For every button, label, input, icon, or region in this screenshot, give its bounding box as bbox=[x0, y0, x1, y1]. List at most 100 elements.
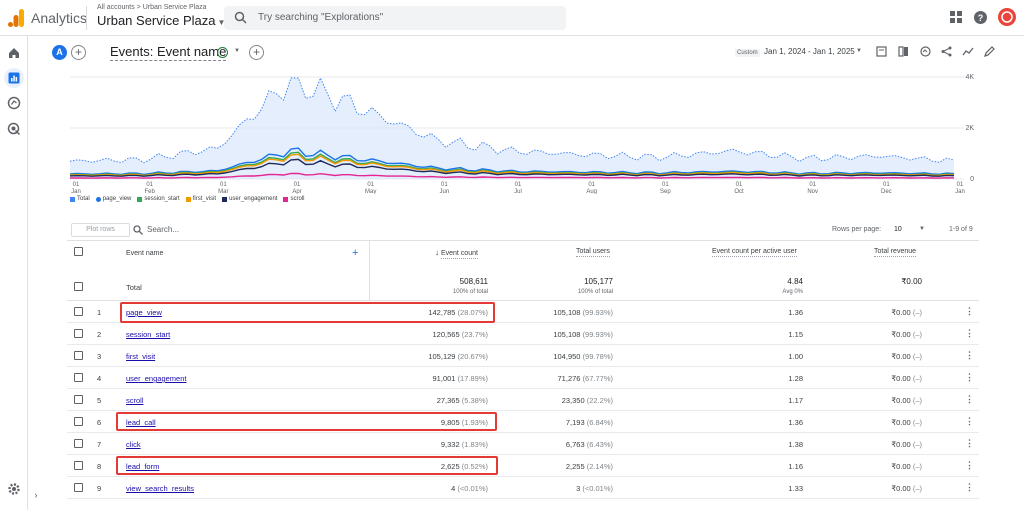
x-tick-month: Jun bbox=[439, 189, 449, 194]
select-all-checkbox[interactable] bbox=[74, 247, 83, 256]
legend-item[interactable]: session_start bbox=[137, 196, 180, 202]
revenue-pct: (–) bbox=[912, 396, 922, 405]
table-row[interactable]: 7 click 9,332 (1.83%) 6,763 (6.43%) 1.38 ₹0.0… bbox=[67, 433, 979, 455]
row-more-options-icon[interactable]: ⋮ bbox=[965, 372, 974, 382]
help-icon[interactable]: ? bbox=[974, 11, 987, 24]
row-checkbox[interactable] bbox=[74, 329, 83, 338]
comparison-avatar[interactable]: A bbox=[52, 45, 67, 60]
x-tick-day: 01 bbox=[441, 182, 448, 188]
table-row[interactable]: 9 view_search_results 4 (<0.01%) 3 (<0.01%)… bbox=[67, 477, 979, 499]
event-count-cell: 9,805 (1.93%) bbox=[441, 418, 488, 427]
event-name-link[interactable]: view_search_results bbox=[126, 484, 194, 493]
revenue-cell: ₹0.00 (–) bbox=[891, 374, 922, 383]
row-more-options-icon[interactable]: ⋮ bbox=[965, 328, 974, 338]
plot-rows-button[interactable]: Plot rows bbox=[71, 223, 130, 237]
col-event-count[interactable]: ↓ Event count bbox=[435, 248, 478, 284]
event-name-link[interactable]: click bbox=[126, 440, 141, 449]
apps-grid-icon[interactable] bbox=[950, 11, 962, 23]
expand-nav-chevron-icon[interactable]: › bbox=[29, 488, 43, 502]
edit-comparisons-icon[interactable] bbox=[876, 46, 887, 57]
per-user-cell: 1.33 bbox=[788, 484, 803, 493]
table-row[interactable]: 5 scroll 27,365 (5.38%) 23,350 (22.2%) 1.17 ₹… bbox=[67, 389, 979, 411]
legend-swatch-icon bbox=[70, 196, 75, 202]
row-more-options-icon[interactable]: ⋮ bbox=[965, 394, 974, 404]
legend-item[interactable]: first_visit bbox=[185, 196, 216, 202]
title-dropdown-caret-icon[interactable]: ▼ bbox=[234, 48, 240, 54]
event-name-link[interactable]: lead_form bbox=[126, 462, 160, 471]
legend-item[interactable]: scroll bbox=[283, 196, 304, 202]
property-selector[interactable]: Urban Service Plaza ▼ bbox=[97, 13, 225, 28]
check-circle-icon[interactable] bbox=[217, 47, 228, 58]
col-event-name[interactable]: Event name bbox=[126, 250, 164, 257]
legend-label: user_engagement bbox=[229, 196, 278, 202]
home-icon[interactable] bbox=[7, 46, 21, 60]
account-avatar-icon[interactable] bbox=[998, 8, 1016, 26]
table-search-input[interactable]: Search... bbox=[147, 225, 180, 234]
table-row[interactable]: 8 lead_form 2,625 (0.52%) 2,255 (2.14%) 1.16… bbox=[67, 455, 979, 477]
row-checkbox[interactable] bbox=[74, 439, 83, 448]
table-row[interactable]: 2 session_start 120,565 (23.7%) 105,108 (99… bbox=[67, 323, 979, 345]
row-more-options-icon[interactable]: ⋮ bbox=[965, 416, 974, 426]
event-name-link[interactable]: first_visit bbox=[126, 352, 156, 361]
total-users: 105,177 bbox=[584, 277, 613, 286]
account-breadcrumb[interactable]: All accounts > Urban Service Plaza bbox=[97, 4, 207, 11]
x-tick-month: May bbox=[365, 189, 376, 194]
add-report-item-icon[interactable]: + bbox=[249, 45, 264, 60]
row-index: 1 bbox=[97, 308, 102, 317]
add-dimension-icon[interactable]: + bbox=[352, 247, 359, 259]
col-total-users[interactable]: Total users bbox=[576, 248, 610, 284]
reports-icon[interactable] bbox=[7, 71, 21, 85]
row-checkbox[interactable] bbox=[74, 373, 83, 382]
row-more-options-icon[interactable]: ⋮ bbox=[965, 438, 974, 448]
col-per-user-label: Event count per active user bbox=[712, 248, 797, 257]
row-checkbox[interactable] bbox=[74, 417, 83, 426]
rows-per-page-caret-icon[interactable]: ▼ bbox=[919, 226, 925, 232]
row-checkbox[interactable] bbox=[74, 461, 83, 470]
total-users-cell: 71,276 (67.77%) bbox=[558, 374, 613, 383]
row-more-options-icon[interactable]: ⋮ bbox=[965, 460, 974, 470]
legend-item[interactable]: page_view bbox=[95, 196, 131, 202]
edit-pencil-icon[interactable] bbox=[984, 46, 995, 57]
row-more-options-icon[interactable]: ⋮ bbox=[965, 306, 974, 316]
per-user-cell: 1.17 bbox=[788, 396, 803, 405]
row-checkbox[interactable] bbox=[74, 483, 83, 492]
event-name-link[interactable]: lead_call bbox=[126, 418, 156, 427]
row-more-options-icon[interactable]: ⋮ bbox=[965, 482, 974, 492]
table-row[interactable]: 6 lead_call 9,805 (1.93%) 7,193 (6.84%) 1.36… bbox=[67, 411, 979, 433]
add-comparison-icon[interactable]: + bbox=[71, 45, 86, 60]
total-users-cell: 3 (<0.01%) bbox=[576, 484, 613, 493]
analytics-logo-icon[interactable] bbox=[8, 9, 24, 27]
col-per-user[interactable]: Event count per active user bbox=[712, 248, 797, 284]
insights-icon[interactable] bbox=[920, 46, 931, 57]
per-user-cell: 1.36 bbox=[788, 418, 803, 427]
advertising-icon[interactable] bbox=[7, 122, 21, 136]
table-row[interactable]: 3 first_visit 105,129 (20.67%) 104,950 (99.… bbox=[67, 345, 979, 367]
row-checkbox[interactable] bbox=[74, 307, 83, 316]
trend-icon[interactable] bbox=[962, 46, 974, 57]
event-name-link[interactable]: page_view bbox=[126, 308, 162, 317]
date-range-picker[interactable]: Jan 1, 2024 - Jan 1, 2025 bbox=[764, 47, 855, 56]
settings-gear-icon[interactable] bbox=[7, 482, 21, 496]
table-row[interactable]: 4 user_engagement 91,001 (17.89%) 71,276 (6… bbox=[67, 367, 979, 389]
row-checkbox[interactable] bbox=[74, 351, 83, 360]
event-name-link[interactable]: scroll bbox=[126, 396, 144, 405]
search-bar[interactable]: Try searching "Explorations" bbox=[224, 6, 566, 30]
total-checkbox[interactable] bbox=[74, 282, 83, 291]
legend-item[interactable]: Total bbox=[70, 196, 90, 202]
share-icon[interactable] bbox=[941, 46, 952, 57]
rows-per-page-select[interactable]: 10 bbox=[894, 226, 902, 233]
compare-columns-icon[interactable] bbox=[898, 46, 909, 57]
revenue-cell: ₹0.00 (–) bbox=[891, 330, 922, 339]
date-caret-icon[interactable]: ▼ bbox=[856, 48, 862, 54]
event-count-value: 105,129 bbox=[428, 352, 456, 361]
table-row[interactable]: 1 page_view 142,785 (28.07%) 105,108 (99.93… bbox=[67, 301, 979, 323]
row-more-options-icon[interactable]: ⋮ bbox=[965, 350, 974, 360]
legend-item[interactable]: user_engagement bbox=[222, 196, 277, 202]
event-name-link[interactable]: user_engagement bbox=[126, 374, 187, 383]
event-count-pct: (28.07%) bbox=[457, 308, 488, 317]
col-revenue[interactable]: Total revenue bbox=[874, 248, 917, 284]
event-name-link[interactable]: session_start bbox=[126, 330, 171, 339]
row-checkbox[interactable] bbox=[74, 395, 83, 404]
explore-icon[interactable] bbox=[7, 96, 21, 110]
total-users-value: 104,950 bbox=[553, 352, 581, 361]
